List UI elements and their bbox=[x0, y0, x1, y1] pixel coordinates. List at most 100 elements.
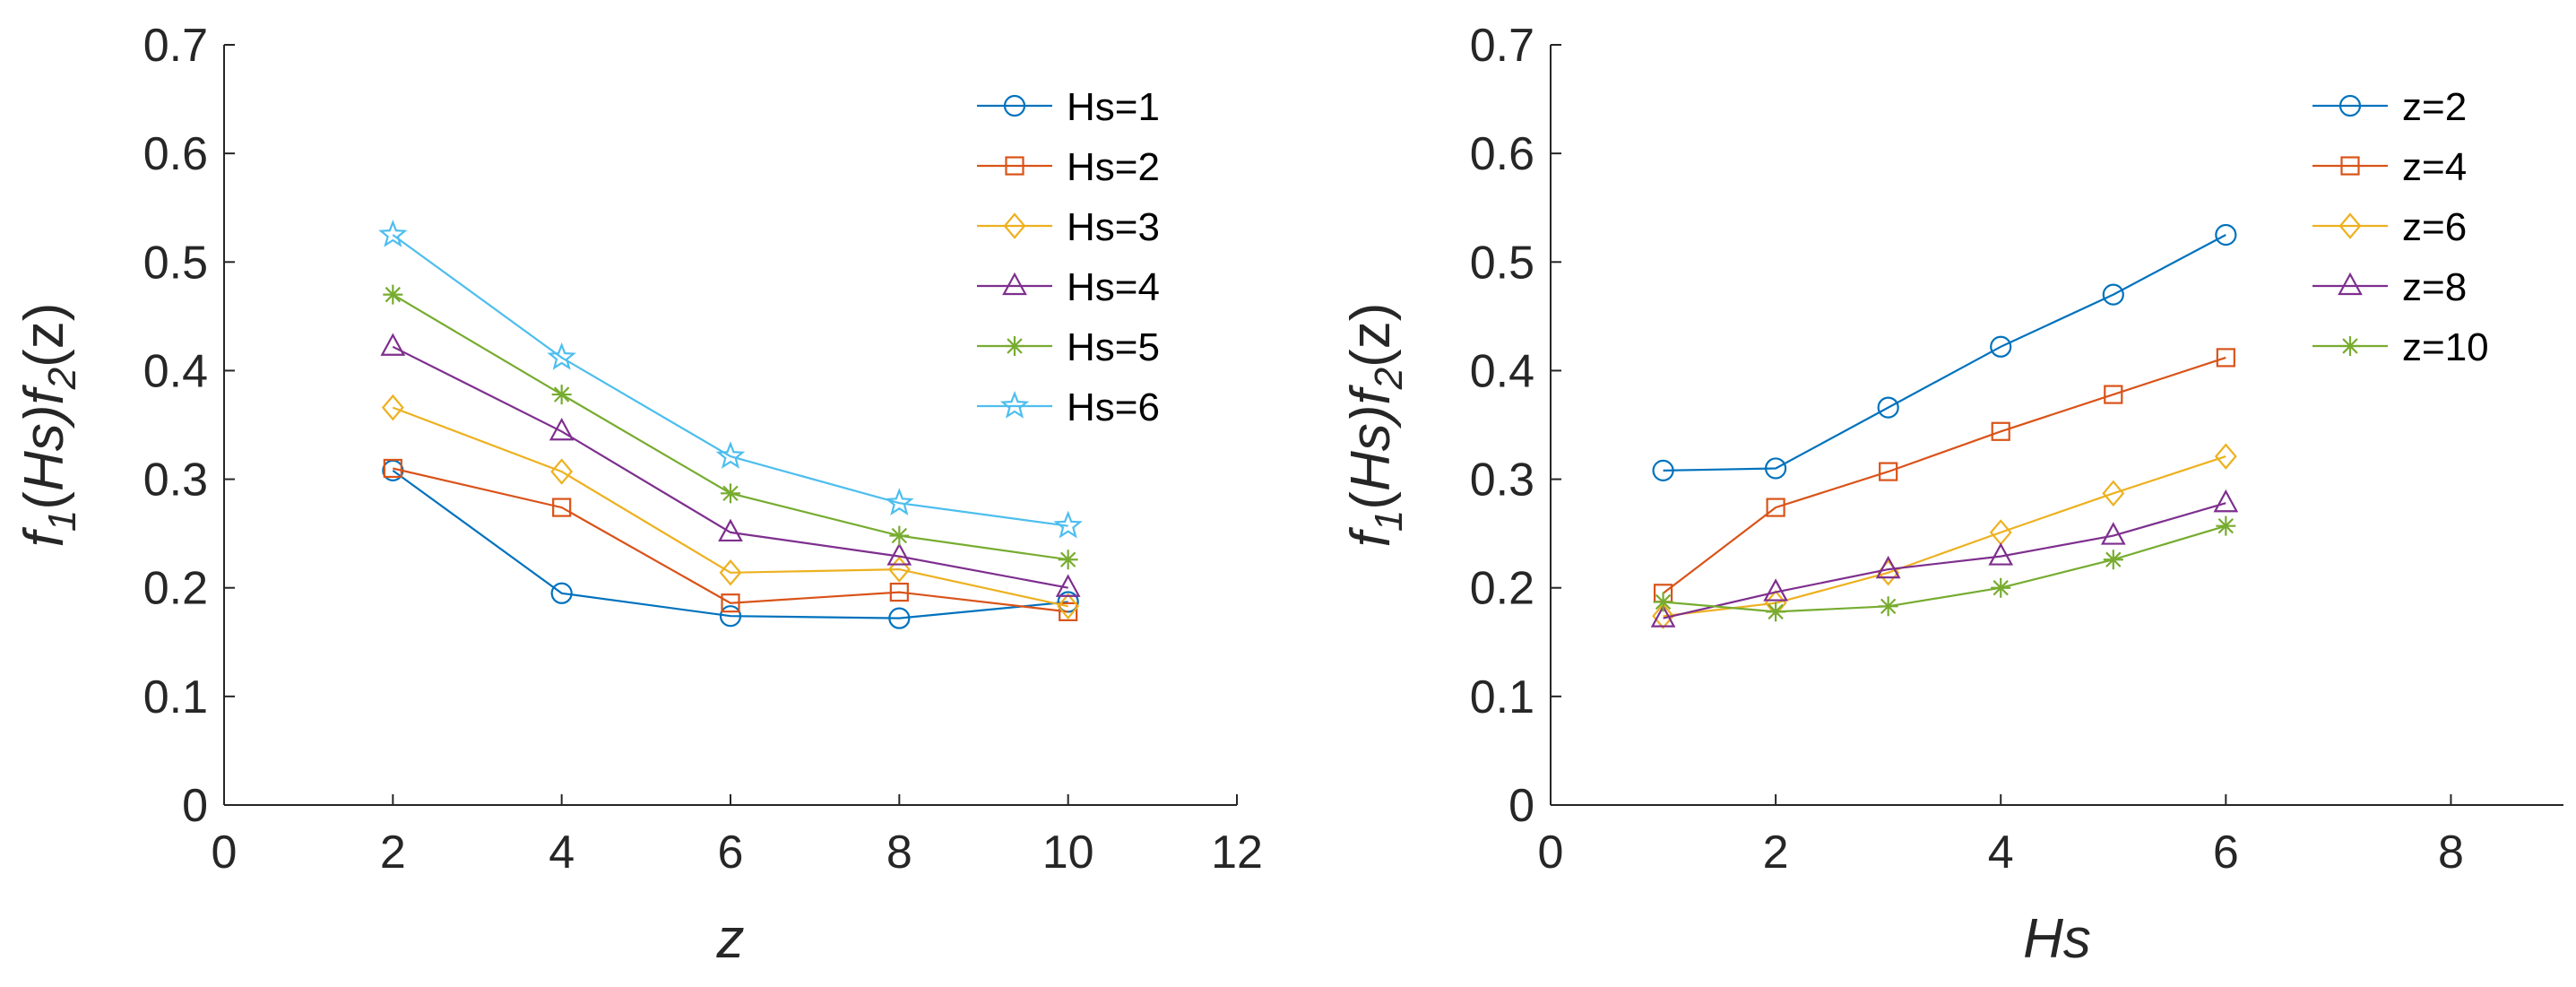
data-point bbox=[1653, 592, 1673, 612]
data-point bbox=[885, 488, 914, 516]
legend-label: z=4 bbox=[2402, 145, 2467, 189]
legend-marker bbox=[1003, 212, 1026, 239]
series-line-hs-4 bbox=[392, 345, 1068, 589]
x-tick-label: 10 bbox=[1042, 827, 1094, 879]
y-tick-label: 0.2 bbox=[143, 563, 208, 615]
y-axis-label-part: (z) bbox=[13, 303, 75, 368]
data-point bbox=[2215, 223, 2237, 247]
legend: z=2 z=4 z=6 z=8 z=10 bbox=[2312, 85, 2489, 369]
legend-item-hs-4: Hs=4 bbox=[977, 265, 1160, 309]
legend-item-hs-3: Hs=3 bbox=[977, 205, 1160, 249]
data-point bbox=[1991, 421, 2010, 441]
series-z-4 bbox=[1653, 348, 2235, 603]
legend-item-hs-5: Hs=5 bbox=[977, 325, 1160, 369]
data-point bbox=[1766, 602, 1786, 622]
legend-marker bbox=[2340, 156, 2360, 176]
legend-label: z=6 bbox=[2402, 205, 2467, 249]
data-point bbox=[383, 458, 402, 479]
data-point bbox=[2103, 550, 2123, 570]
y-axis-label: f1(Hs)f2(z) bbox=[1340, 303, 1411, 548]
legend-item-z-8: z=8 bbox=[2312, 265, 2467, 309]
data-point bbox=[1766, 498, 1785, 517]
series-hs-6 bbox=[378, 219, 1083, 539]
data-point bbox=[1991, 577, 2011, 598]
data-point bbox=[2216, 515, 2236, 536]
data-point bbox=[1057, 593, 1080, 620]
data-point bbox=[1053, 510, 1083, 539]
legend-marker bbox=[1003, 94, 1026, 117]
data-point bbox=[1059, 602, 1078, 621]
y-axis-label-part: )f bbox=[13, 385, 75, 430]
series-line-z-6 bbox=[1663, 455, 2226, 618]
data-point bbox=[549, 417, 575, 441]
data-point bbox=[378, 219, 408, 247]
y-tick-label: 0.6 bbox=[1470, 128, 1534, 180]
data-point bbox=[2216, 348, 2235, 368]
data-point bbox=[886, 542, 912, 566]
x-tick-label: 4 bbox=[549, 827, 575, 879]
data-point bbox=[1652, 459, 1674, 481]
x-tick-label: 0 bbox=[1538, 827, 1564, 879]
data-point bbox=[1652, 602, 1675, 629]
legend: Hs=1 Hs=2 Hs=3 Hs=4 Hs=5 Hs=6 bbox=[977, 85, 1160, 429]
data-point bbox=[547, 342, 576, 370]
legend-marker bbox=[999, 390, 1030, 419]
data-point bbox=[1875, 555, 1901, 579]
y-tick-label: 0 bbox=[1508, 780, 1534, 832]
x-tick-label: 4 bbox=[1988, 827, 2014, 879]
series-hs-5 bbox=[383, 284, 1078, 570]
data-point bbox=[721, 483, 740, 504]
series-line-z-2 bbox=[1663, 234, 2226, 472]
y-axis-label-part: 2 bbox=[40, 368, 84, 390]
data-point bbox=[719, 559, 742, 586]
legend-marker bbox=[1005, 156, 1024, 176]
data-point bbox=[888, 607, 911, 629]
data-point bbox=[2213, 489, 2239, 513]
data-point bbox=[2104, 385, 2123, 404]
data-point bbox=[1058, 550, 1078, 570]
right-chart-panel: 00.10.20.30.40.50.60.70 2 4 6 8Hsf1(Hs)f2(z)… bbox=[1340, 20, 2563, 970]
data-point bbox=[889, 525, 910, 546]
legend-marker bbox=[1002, 272, 1027, 296]
data-point bbox=[1877, 396, 1899, 419]
series-hs-3 bbox=[381, 394, 1080, 620]
series-z-10 bbox=[1653, 515, 2236, 622]
y-tick-label: 0 bbox=[182, 780, 208, 832]
legend-label: z=10 bbox=[2402, 325, 2489, 369]
x-tick-label: 2 bbox=[1763, 827, 1789, 879]
y-tick-label: 0.5 bbox=[1470, 237, 1534, 289]
series-z-2 bbox=[1652, 223, 2237, 481]
legend-marker bbox=[2340, 336, 2360, 356]
data-point bbox=[380, 333, 406, 356]
data-point bbox=[889, 582, 909, 602]
legend-label: Hs=5 bbox=[1067, 325, 1160, 369]
x-axis-label: z bbox=[716, 908, 745, 970]
data-point bbox=[1990, 335, 2012, 358]
x-axis-label: Hs bbox=[2023, 908, 2091, 970]
data-point bbox=[887, 556, 911, 583]
y-tick-label: 0.7 bbox=[1470, 20, 1534, 72]
data-point bbox=[2102, 283, 2124, 306]
data-point bbox=[715, 441, 746, 469]
legend-label: Hs=4 bbox=[1067, 265, 1160, 309]
series-z-8 bbox=[1650, 489, 2239, 628]
x-tick-label: 8 bbox=[886, 827, 912, 879]
legend-item-hs-6: Hs=6 bbox=[977, 385, 1160, 429]
data-point bbox=[721, 593, 740, 613]
legend-label: Hs=1 bbox=[1067, 85, 1160, 129]
data-point bbox=[383, 284, 403, 305]
legend-item-z-6: z=6 bbox=[2312, 205, 2467, 249]
y-axis-label-part: )f bbox=[1340, 385, 1402, 430]
data-point bbox=[1879, 462, 1898, 481]
series-line-hs-1 bbox=[392, 470, 1068, 619]
left-chart-panel: 00.10.20.30.40.50.60.70 2 4 6 8 10 12zf1(Hs)f2… bbox=[13, 20, 1263, 970]
data-point bbox=[1878, 596, 1898, 617]
data-point bbox=[551, 385, 572, 405]
series-hs-2 bbox=[383, 458, 1078, 621]
legend-item-z-4: z=4 bbox=[2312, 145, 2467, 189]
data-point bbox=[552, 498, 572, 517]
legend-marker bbox=[2338, 272, 2363, 296]
y-axis-label-part: (z) bbox=[1340, 303, 1402, 368]
legend-label: z=2 bbox=[2402, 85, 2467, 129]
y-axis-label-part: 1 bbox=[1367, 510, 1411, 532]
